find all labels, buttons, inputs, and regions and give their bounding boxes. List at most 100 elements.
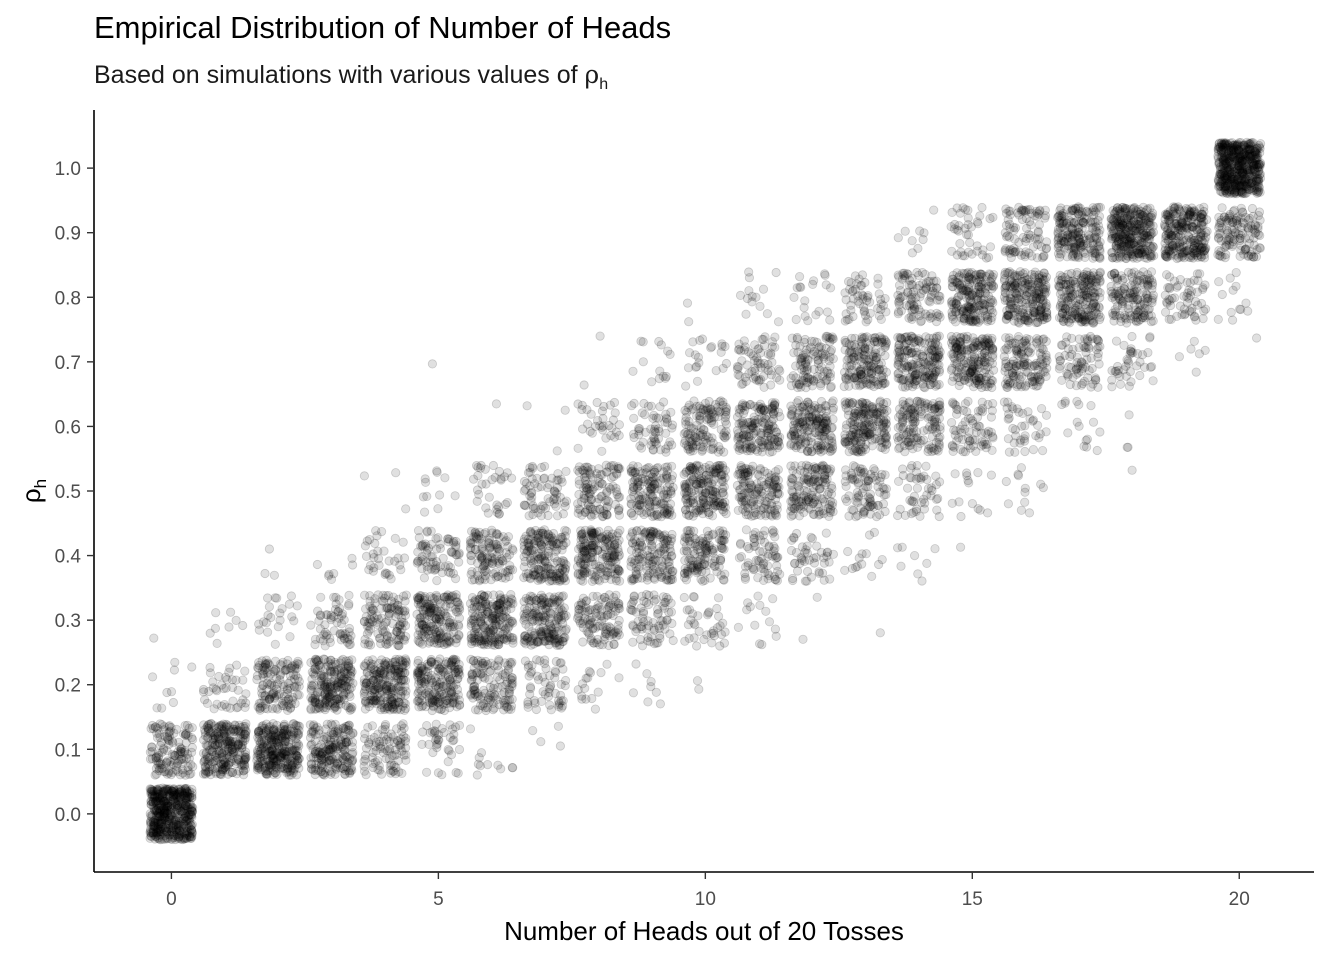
scatter-point bbox=[453, 768, 463, 778]
scatter-point bbox=[183, 762, 193, 772]
scatter-point bbox=[165, 757, 175, 767]
scatter-point bbox=[166, 814, 176, 825]
scatter-point bbox=[148, 789, 158, 799]
scatter-point bbox=[145, 747, 155, 757]
scatter-point bbox=[290, 754, 300, 765]
scatter-point bbox=[149, 830, 159, 840]
scatter-point bbox=[320, 641, 330, 651]
scatter-point bbox=[170, 830, 180, 840]
scatter-point bbox=[422, 527, 432, 537]
scatter-point bbox=[306, 620, 316, 630]
scatter-point bbox=[484, 675, 494, 685]
scatter-point bbox=[560, 573, 570, 583]
scatter-point bbox=[165, 792, 176, 802]
scatter-point bbox=[535, 554, 545, 564]
scatter-point bbox=[917, 576, 927, 586]
scatter-point bbox=[313, 606, 323, 616]
scatter-point bbox=[163, 816, 173, 826]
scatter-point bbox=[157, 787, 167, 797]
scatter-point bbox=[153, 820, 163, 830]
scatter-point bbox=[664, 607, 674, 617]
scatter-point bbox=[336, 678, 346, 688]
scatter-point bbox=[604, 536, 614, 546]
scatter-point bbox=[392, 626, 402, 637]
scatter-point bbox=[156, 826, 166, 836]
scatter-point bbox=[205, 662, 215, 673]
scatter-point bbox=[702, 610, 713, 620]
scatter-point bbox=[285, 663, 295, 673]
scatter-point bbox=[166, 788, 176, 798]
scatter-point bbox=[239, 766, 249, 776]
scatter-point bbox=[627, 605, 638, 616]
scatter-point bbox=[555, 597, 565, 608]
scatter-point bbox=[260, 766, 270, 776]
scatter-point bbox=[148, 672, 158, 682]
scatter-point bbox=[909, 550, 920, 561]
scatter-point bbox=[788, 575, 798, 586]
scatter-point bbox=[158, 810, 168, 821]
scatter-point bbox=[373, 590, 383, 600]
scatter-point bbox=[687, 609, 698, 619]
scatter-point bbox=[169, 805, 179, 815]
scatter-point bbox=[168, 786, 178, 797]
scatter-point bbox=[165, 813, 175, 824]
scatter-point bbox=[150, 791, 160, 801]
scatter-point bbox=[541, 663, 551, 674]
scatter-point bbox=[602, 659, 612, 669]
scatter-point bbox=[322, 610, 333, 620]
scatter-point bbox=[184, 788, 194, 799]
scatter-point bbox=[180, 833, 190, 843]
scatter-point bbox=[316, 592, 326, 602]
scatter-point bbox=[750, 620, 760, 630]
scatter-point bbox=[534, 565, 545, 575]
scatter-point bbox=[479, 685, 489, 696]
scatter-point bbox=[340, 737, 350, 747]
scatter-point bbox=[758, 564, 769, 574]
scatter-point bbox=[472, 770, 482, 780]
scatter-point bbox=[956, 511, 966, 522]
scatter-point bbox=[292, 601, 302, 611]
scatter-point bbox=[269, 737, 279, 747]
scatter-point bbox=[159, 808, 169, 819]
scatter-point bbox=[667, 529, 677, 540]
scatter-point bbox=[147, 812, 157, 822]
scatter-point bbox=[601, 596, 611, 607]
scatter-point bbox=[174, 788, 184, 798]
scatter-point bbox=[506, 598, 516, 608]
scatter-point bbox=[581, 673, 591, 683]
scatter-point bbox=[453, 690, 463, 700]
scatter-point bbox=[159, 796, 169, 806]
scatter-point bbox=[155, 824, 165, 834]
scatter-point bbox=[162, 826, 172, 837]
scatter-point bbox=[285, 767, 295, 777]
scatter-point bbox=[182, 830, 192, 841]
scatter-point bbox=[233, 755, 244, 765]
scatter-point bbox=[647, 536, 658, 546]
scatter-point bbox=[332, 728, 342, 738]
scatter-point bbox=[370, 538, 380, 549]
scatter-point bbox=[166, 823, 176, 834]
scatter-point bbox=[180, 784, 190, 794]
scatter-point bbox=[173, 789, 183, 800]
scatter-point bbox=[717, 543, 727, 554]
scatter-point bbox=[161, 799, 171, 809]
scatter-point bbox=[166, 810, 176, 820]
scatter-point bbox=[416, 541, 426, 551]
scatter-point bbox=[182, 824, 193, 834]
scatter-point bbox=[329, 669, 340, 679]
scatter-point bbox=[161, 784, 171, 794]
scatter-point bbox=[385, 760, 395, 771]
scatter-point bbox=[161, 828, 171, 838]
scatter-point bbox=[156, 826, 167, 837]
scatter-point bbox=[359, 590, 370, 600]
scatter-point bbox=[160, 813, 170, 823]
scatter-point bbox=[344, 599, 354, 609]
scatter-point bbox=[158, 805, 168, 815]
scatter-point bbox=[184, 821, 194, 831]
scatter-point bbox=[433, 768, 443, 778]
scatter-point bbox=[340, 724, 350, 734]
scatter-point bbox=[155, 826, 165, 837]
scatter-point bbox=[170, 657, 180, 667]
scatter-point bbox=[602, 610, 612, 620]
scatter-point bbox=[492, 695, 502, 705]
